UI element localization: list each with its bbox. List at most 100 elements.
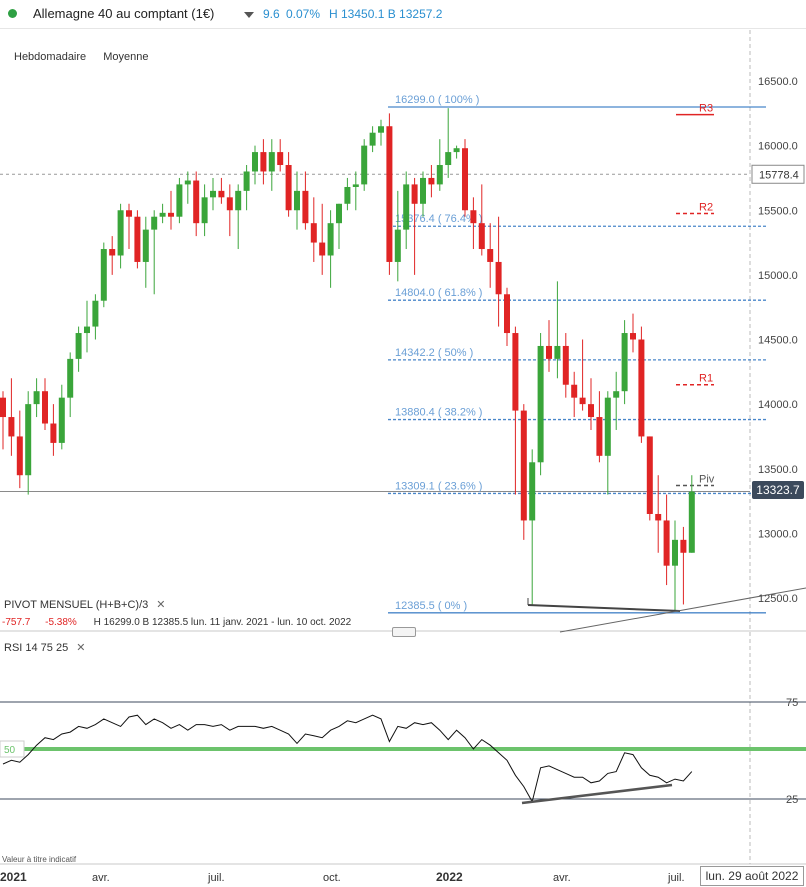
candle-body: [571, 384, 578, 398]
candle-body: [420, 177, 426, 204]
time-tick-label: avr.: [92, 872, 110, 884]
candle-body: [84, 326, 90, 334]
pivot-range: H 16299.0 B 12385.5 lun. 11 janv. 2021 -…: [93, 617, 352, 628]
candle-body: [520, 410, 527, 521]
candle-body: [42, 391, 48, 424]
candle-body: [369, 132, 376, 146]
candle-body: [168, 212, 174, 217]
price-highlight-box: [751, 164, 805, 184]
rsi-50-box: [0, 740, 25, 758]
pivot-label-r3: R3: [699, 103, 713, 115]
candle-body: [411, 184, 418, 204]
fib-level-label: 16299.0 ( 100% ): [395, 94, 479, 106]
candle-body: [579, 397, 586, 405]
fib-level-label: 15376.4 ( 76.4% ): [395, 213, 482, 225]
candle-body: [285, 165, 292, 211]
instrument-name[interactable]: Allemagne 40 au comptant (1€): [33, 6, 215, 21]
price-change: 9.6: [263, 7, 280, 21]
candle-body: [75, 333, 82, 359]
candle-body: [613, 391, 620, 398]
candle-body: [504, 294, 510, 334]
candle-body: [562, 345, 569, 385]
price-tick-label: 14500.0: [758, 335, 798, 347]
candle-body: [436, 165, 443, 185]
candle-body: [428, 177, 435, 185]
chart-type-selector[interactable]: Moyenne: [103, 51, 149, 63]
candle-body: [672, 539, 678, 566]
candle-body: [546, 345, 552, 359]
fib-level-label: 13880.4 ( 38.2% ): [395, 407, 482, 419]
candle-body: [310, 223, 317, 243]
timeframe-selector[interactable]: Hebdomadaire: [14, 51, 87, 63]
current-price-label: 13323.7: [752, 481, 804, 499]
close-icon[interactable]: ✕: [156, 599, 166, 611]
rsi-indicator-legend: RSI 14 75 25 ✕: [4, 641, 85, 654]
candle-body: [142, 229, 149, 262]
candle-body: [67, 358, 74, 398]
fib-level-label: 12385.5 ( 0% ): [395, 600, 467, 612]
candle-body: [50, 423, 57, 443]
price-change-percent: 0.07%: [286, 7, 321, 21]
close-icon[interactable]: ✕: [76, 642, 86, 654]
candle-body: [319, 242, 326, 256]
candle-body: [621, 333, 628, 392]
trendline-drawing: [559, 587, 806, 633]
price-highlight-label: 15778.4: [759, 169, 799, 181]
candle-body: [294, 190, 300, 211]
top-bar: Allemagne 40 au comptant (1€) 9.6 0.07% …: [0, 0, 806, 29]
candle-body: [596, 417, 603, 456]
time-tick-label: oct.: [323, 872, 341, 884]
rsi-tick-25: 25: [786, 794, 798, 806]
candle-body: [588, 404, 594, 418]
candle-body: [33, 391, 40, 405]
pane-resize-handle[interactable]: [392, 627, 416, 637]
chart-toolbar: Hebdomadaire Moyenne: [14, 51, 162, 63]
current-date-label: lun. 29 août 2022: [700, 866, 804, 886]
fib-level-label: 13309.1 ( 23.6% ): [395, 480, 482, 492]
candle-body: [201, 197, 208, 224]
fib-level-label: 14342.2 ( 50% ): [395, 347, 473, 359]
price-tick-label: 15000.0: [758, 270, 798, 282]
candle-body: [478, 223, 485, 250]
candle-body: [16, 436, 23, 476]
candle-body: [554, 345, 561, 359]
fib-level-label: 14804.0 ( 61.8% ): [395, 287, 482, 299]
candle-body: [394, 229, 401, 262]
candle-body: [638, 339, 645, 437]
price-tick-label: 13500.0: [758, 464, 798, 476]
candle-body: [462, 148, 468, 211]
rsi-indicator-title[interactable]: RSI 14 75 25: [4, 642, 69, 654]
candle-body: [453, 148, 460, 153]
candle-body: [352, 184, 359, 187]
candle-body: [680, 539, 687, 553]
candle-body: [226, 197, 233, 211]
candle-body: [176, 184, 183, 217]
candle-body: [327, 223, 334, 256]
candle-body: [184, 180, 191, 185]
price-tick-label: 16500.0: [758, 76, 798, 88]
chevron-down-icon[interactable]: [244, 12, 254, 18]
price-tick-label: 13000.0: [758, 528, 798, 540]
candle-body: [403, 184, 410, 230]
candle-body: [302, 190, 309, 224]
candle-body: [495, 261, 502, 295]
pivot-change-percent: -5.38%: [45, 617, 77, 628]
trendline-drawing: [527, 604, 681, 612]
candle-body: [210, 190, 216, 198]
pivot-label-r1: R1: [699, 373, 713, 385]
candle-body: [470, 210, 477, 224]
time-tick-label: juil.: [207, 872, 225, 884]
pivot-indicator-title[interactable]: PIVOT MENSUEL (H+B+C)/3: [4, 599, 149, 611]
candle-body: [218, 190, 225, 198]
candle-body: [243, 171, 250, 191]
candle-body: [109, 249, 116, 256]
candle-body: [235, 190, 242, 211]
market-status-icon: [8, 9, 17, 18]
candle-body: [646, 436, 653, 514]
candle-body: [0, 397, 6, 418]
candle-body: [386, 126, 393, 262]
pivot-indicator-legend: PIVOT MENSUEL (H+B+C)/3 ✕: [4, 598, 165, 611]
price-tick-label: 15500.0: [758, 205, 798, 217]
time-tick-label: juil.: [667, 872, 685, 884]
